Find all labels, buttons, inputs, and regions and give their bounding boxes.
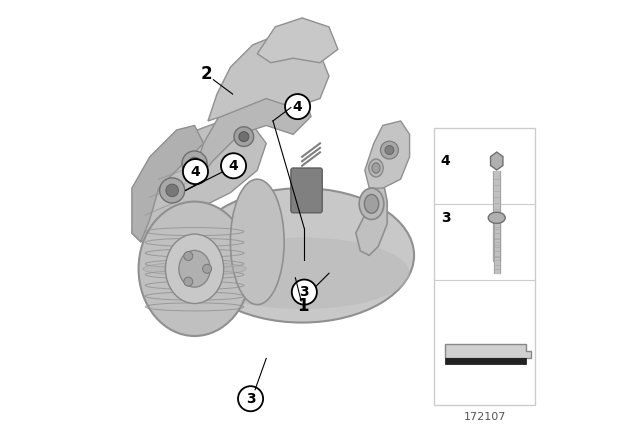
Ellipse shape [139, 202, 251, 336]
Ellipse shape [195, 237, 410, 309]
FancyBboxPatch shape [291, 168, 323, 213]
Circle shape [385, 146, 394, 155]
Polygon shape [445, 344, 531, 358]
Text: 4: 4 [228, 159, 239, 173]
Polygon shape [132, 121, 266, 242]
Text: 3: 3 [246, 392, 255, 406]
Circle shape [238, 386, 263, 411]
Circle shape [188, 157, 201, 170]
Ellipse shape [230, 179, 284, 305]
Polygon shape [490, 152, 503, 170]
Polygon shape [365, 121, 410, 188]
Circle shape [234, 127, 253, 146]
Circle shape [285, 94, 310, 119]
Text: 3: 3 [300, 285, 309, 299]
Text: 4: 4 [292, 99, 303, 114]
Text: 3: 3 [440, 211, 451, 225]
Circle shape [203, 264, 212, 273]
Ellipse shape [359, 188, 384, 220]
Text: 172107: 172107 [463, 412, 506, 422]
Circle shape [166, 184, 179, 197]
Circle shape [292, 280, 317, 305]
Circle shape [183, 159, 208, 184]
Polygon shape [356, 170, 387, 255]
Circle shape [182, 151, 207, 176]
Circle shape [184, 251, 193, 260]
Ellipse shape [143, 262, 246, 276]
Ellipse shape [179, 250, 210, 287]
Polygon shape [208, 36, 329, 121]
Circle shape [239, 132, 249, 142]
Text: 1: 1 [297, 297, 308, 314]
Bar [435, 128, 535, 405]
Circle shape [159, 178, 185, 203]
Circle shape [380, 141, 398, 159]
Ellipse shape [372, 163, 380, 173]
Polygon shape [132, 125, 204, 242]
Circle shape [184, 277, 193, 286]
Polygon shape [195, 81, 311, 184]
Polygon shape [257, 18, 338, 63]
Ellipse shape [364, 194, 379, 213]
Circle shape [221, 153, 246, 178]
Ellipse shape [165, 234, 224, 304]
Ellipse shape [190, 188, 414, 323]
Text: 2: 2 [201, 65, 212, 83]
Text: 4: 4 [191, 164, 200, 179]
Text: 4: 4 [440, 154, 451, 168]
Ellipse shape [488, 212, 505, 224]
Bar [445, 358, 526, 364]
Ellipse shape [369, 159, 383, 177]
